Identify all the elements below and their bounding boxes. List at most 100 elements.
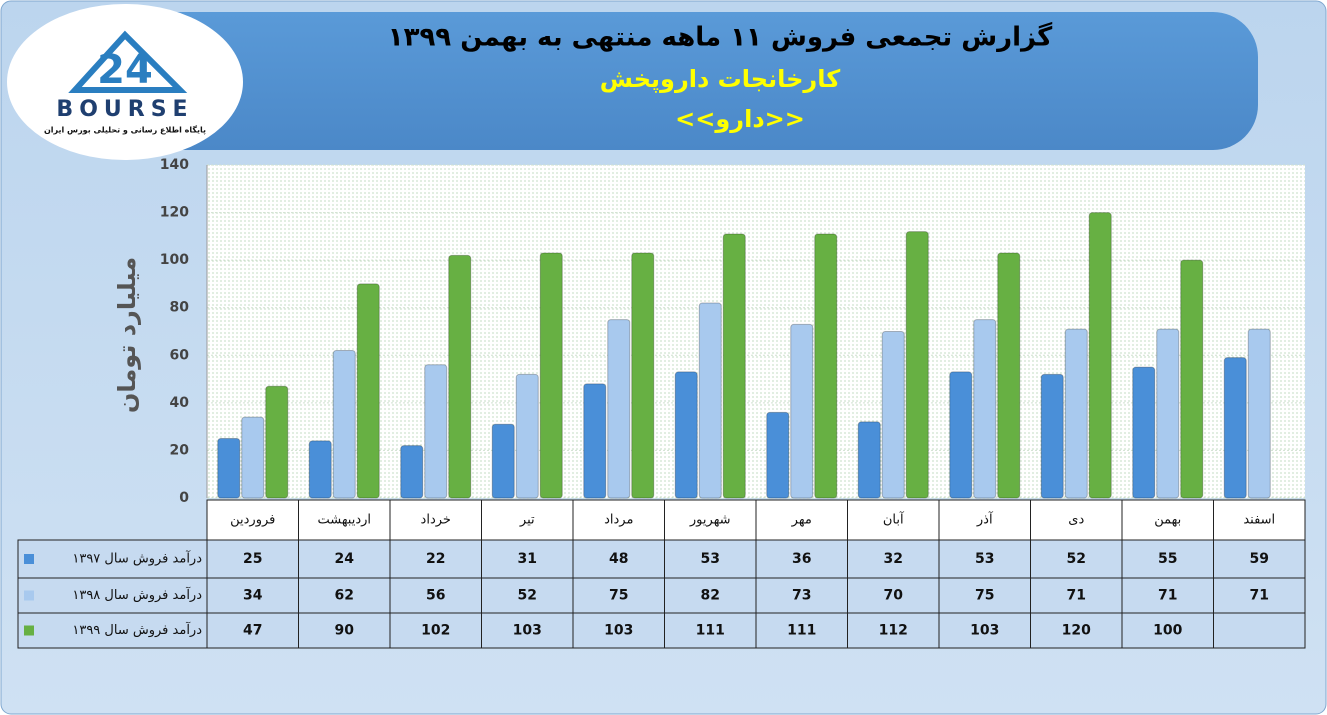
bar [607, 319, 631, 499]
y-tick-label: 80 [170, 300, 190, 316]
bar [973, 319, 997, 499]
banner [70, 12, 1258, 150]
table-value: 70 [884, 588, 904, 604]
y-tick-label: 120 [160, 205, 189, 221]
bar [881, 331, 905, 499]
table-value: 73 [792, 588, 811, 604]
bar [539, 252, 563, 499]
bar [1064, 328, 1088, 499]
legend-swatch [24, 590, 34, 601]
x-tick-label: آبان [883, 511, 905, 528]
x-tick-label: اسفند [1243, 513, 1275, 528]
y-tick-label: 60 [170, 347, 190, 363]
table-value: 75 [975, 588, 994, 604]
bar [583, 383, 607, 499]
table-value: 112 [879, 623, 908, 639]
table-value: 71 [1250, 588, 1269, 604]
table-value: 100 [1153, 623, 1182, 639]
x-tick-label: آذر [976, 511, 994, 528]
table-value: 36 [792, 551, 811, 567]
table-value: 111 [787, 623, 816, 639]
y-tick-label: 0 [179, 490, 189, 506]
bar [424, 364, 448, 499]
logo-oval [7, 4, 243, 160]
table-value: 47 [243, 623, 262, 639]
bar [766, 411, 790, 499]
table-value: 59 [1250, 551, 1269, 567]
y-axis-label: میلیارد تومان [113, 257, 141, 413]
table-value: 31 [518, 551, 537, 567]
legend-swatch [24, 625, 34, 636]
legend-label: درآمد فروش سال ۱۳۹۷ [72, 550, 202, 567]
bar [241, 416, 265, 499]
bar [631, 252, 655, 499]
logo-tagline: پایگاه اطلاع رسانی و تحلیلی بورس ایران [44, 125, 206, 136]
table-value: 24 [335, 551, 355, 567]
bar [1088, 212, 1112, 499]
bar [997, 252, 1021, 499]
table-value: 75 [609, 588, 628, 604]
bar [905, 231, 929, 499]
table-value: 62 [335, 588, 354, 604]
bar [448, 254, 472, 499]
x-tick-label: اردیبهشت [317, 513, 371, 528]
bar [674, 371, 698, 499]
chart-title: گزارش تجمعی فروش ۱۱ ماهه منتهی به بهمن ۱… [388, 22, 1053, 53]
table-value: 90 [335, 623, 355, 639]
table-value: 111 [696, 623, 725, 639]
table-value: 103 [970, 623, 999, 639]
annotation: <<دارو>> [675, 105, 805, 133]
bar [1040, 373, 1064, 499]
bar [356, 283, 380, 499]
bar [265, 385, 289, 499]
x-tick-label: خرداد [421, 513, 451, 528]
bar [515, 373, 539, 499]
x-tick-label: دی [1068, 513, 1084, 528]
legend-label: درآمد فروش سال ۱۳۹۸ [72, 586, 202, 603]
y-tick-label: 40 [170, 395, 190, 411]
table-value: 120 [1062, 623, 1091, 639]
table-value: 55 [1158, 551, 1177, 567]
x-tick-label: مهر [791, 513, 812, 528]
table-value: 22 [426, 551, 445, 567]
table-value: 56 [426, 588, 445, 604]
bar [400, 445, 424, 499]
table-value: 52 [1067, 551, 1086, 567]
bar [308, 440, 332, 499]
y-tick-label: 100 [160, 252, 189, 268]
table-value: 32 [884, 551, 903, 567]
y-tick-label: 140 [160, 157, 189, 173]
table-value: 82 [701, 588, 720, 604]
table-value: 71 [1158, 588, 1177, 604]
x-tick-label: مرداد [604, 513, 633, 528]
table-value: 48 [609, 551, 628, 567]
bar [1156, 328, 1180, 499]
x-tick-label: فروردین [230, 513, 275, 528]
bar [1132, 366, 1156, 499]
x-tick-label: تیر [519, 513, 535, 528]
bar [722, 233, 746, 499]
bar [1247, 328, 1271, 499]
bar [217, 438, 241, 499]
logo-number: 24 [97, 47, 153, 93]
plot-area [207, 165, 1305, 498]
table-value: 103 [513, 623, 542, 639]
bar [332, 350, 356, 499]
bar [491, 423, 515, 499]
table-value: 102 [421, 623, 450, 639]
x-tick-label: شهریور [689, 513, 731, 528]
logo-shape [68, 30, 188, 93]
bar [1223, 357, 1247, 499]
table-value: 53 [975, 551, 994, 567]
logo-name: BOURSE [56, 97, 193, 122]
table-bg [17, 539, 1306, 649]
y-tick-label: 20 [170, 442, 190, 458]
table-value: 52 [518, 588, 537, 604]
bar [949, 371, 973, 499]
bar [814, 233, 838, 499]
x-tick-label: بهمن [1154, 513, 1181, 528]
bar [698, 302, 722, 499]
table-value: 34 [243, 588, 263, 604]
table-value: 53 [701, 551, 720, 567]
